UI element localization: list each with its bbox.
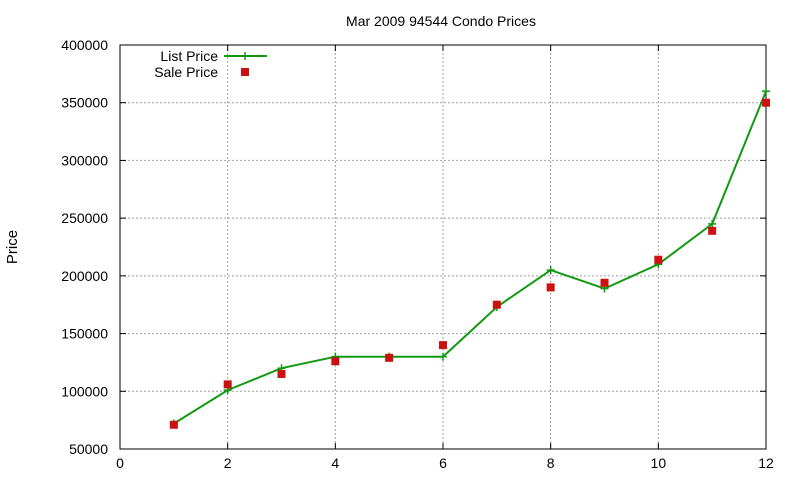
x-tick-label: 0 (116, 455, 124, 471)
grid-lines (120, 45, 766, 449)
legend: List Price Sale Price (154, 48, 267, 80)
sale-price-point (277, 369, 286, 378)
y-tick-label: 400000 (61, 37, 108, 53)
list-price-point (546, 266, 555, 275)
data-series (169, 87, 770, 429)
list-price-point (708, 219, 717, 228)
sale-price-point (223, 380, 232, 389)
tick-labels: 0 2 4 6 8 10 12 50000 100000 150000 200000 250000 30… (61, 37, 774, 471)
sale-price-point (169, 420, 178, 429)
legend-sample-sale-price (241, 68, 249, 76)
legend-label-list-price: List Price (160, 48, 218, 64)
legend-marker-list-price (241, 52, 249, 60)
sale-price-point (546, 283, 555, 292)
sale-price-point (492, 300, 501, 309)
sale-price-point (385, 353, 394, 362)
y-tick-label: 100000 (61, 383, 108, 399)
list-price-point (762, 87, 770, 96)
x-tick-label: 8 (547, 455, 555, 471)
legend-sample-list-price (224, 52, 267, 60)
legend-marker-sale-price (241, 68, 249, 76)
y-axis-label: Price (4, 230, 21, 264)
chart-title: Mar 2009 94544 Condo Prices (346, 13, 536, 29)
x-tick-label: 12 (758, 455, 774, 471)
x-tick-label: 2 (224, 455, 232, 471)
y-tick-label: 150000 (61, 326, 108, 342)
y-tick-label: 250000 (61, 210, 108, 226)
y-tick-label: 350000 (61, 95, 108, 111)
legend-label-sale-price: Sale Price (154, 64, 218, 80)
y-tick-label: 50000 (69, 441, 108, 457)
y-tick-label: 200000 (61, 268, 108, 284)
sale-price-point (708, 226, 717, 235)
list-price-point (439, 352, 447, 361)
x-tick-label: 6 (439, 455, 447, 471)
y-tick-label: 300000 (61, 152, 108, 168)
x-tick-label: 10 (651, 455, 667, 471)
sale-price-point (331, 357, 340, 366)
sale-price-point (762, 98, 770, 107)
list-price-line (173, 90, 767, 425)
axis-ticks (119, 44, 767, 450)
x-tick-label: 4 (331, 455, 339, 471)
sale-price-point (654, 255, 663, 264)
sale-price-point (439, 341, 447, 350)
sale-price-point (600, 278, 609, 287)
